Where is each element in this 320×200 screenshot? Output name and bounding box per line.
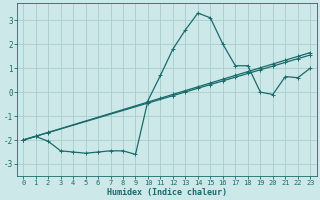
X-axis label: Humidex (Indice chaleur): Humidex (Indice chaleur) [107, 188, 227, 197]
